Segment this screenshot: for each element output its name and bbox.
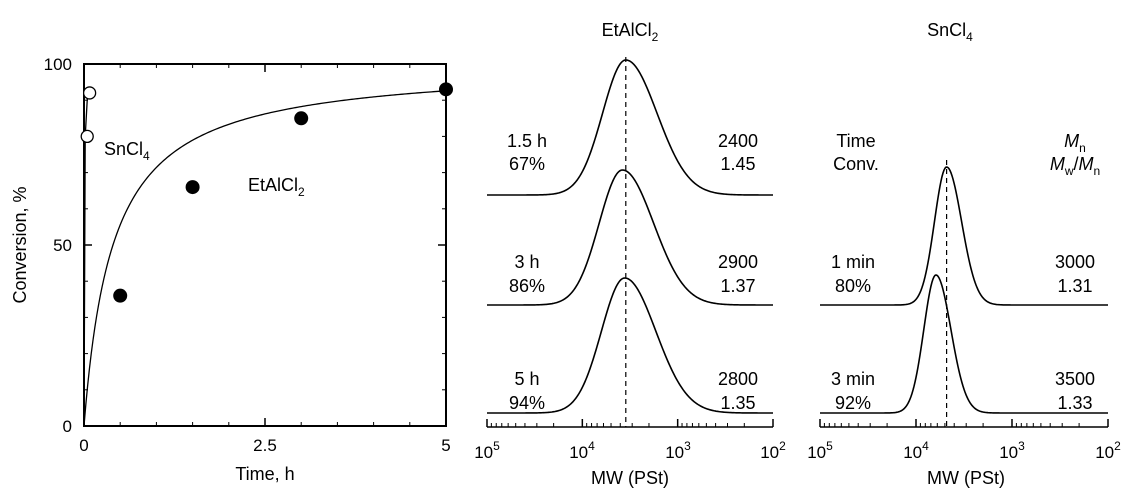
etalcl2-gpc-panel: EtAlCl2 105 104 103 102 MW (PSt) 1.5 h 6… <box>474 20 786 488</box>
panel-title: SnCl4 <box>927 20 973 44</box>
gpc-trace <box>487 277 773 414</box>
etalcl2-label: EtAlCl2 <box>248 175 305 199</box>
mn-value: 3500 <box>1055 369 1095 389</box>
gpc-trace <box>820 166 1108 306</box>
time-label: 1.5 h <box>507 131 547 151</box>
axis-ticks <box>819 419 1109 427</box>
sncl4-label: SnCl4 <box>104 139 150 163</box>
conversion-label: 67% <box>509 154 545 174</box>
axis-ticks <box>83 63 447 427</box>
conversion-time-plot: 0 2.5 5 0 50 100 Time, h Conversion, % S… <box>10 55 453 484</box>
etalcl2-point <box>185 180 200 195</box>
time-label: 3 min <box>831 369 875 389</box>
etalcl2-point <box>439 82 453 97</box>
mn-value: 2400 <box>718 131 758 151</box>
x-axis-title: MW (PSt) <box>927 468 1005 488</box>
axis-ticks <box>486 419 774 427</box>
conversion-label: 94% <box>509 393 545 413</box>
gpc-trace <box>487 59 773 196</box>
dispersity-value: 1.37 <box>720 276 755 296</box>
time-label: 5 h <box>514 369 539 389</box>
gpc-curves <box>487 59 773 414</box>
time-header: Time <box>836 131 875 151</box>
mn-value: 2800 <box>718 369 758 389</box>
panel-title: EtAlCl2 <box>602 20 659 44</box>
x-tick-label: 105 <box>807 439 833 462</box>
sncl4-point <box>80 129 94 144</box>
mn-value: 3000 <box>1055 252 1095 272</box>
y-tick-label: 100 <box>44 55 72 74</box>
x-axis-title: MW (PSt) <box>591 468 669 488</box>
dispersity-value: 1.33 <box>1057 393 1092 413</box>
gpc-trace <box>820 274 1108 414</box>
gpc-trace <box>487 169 773 306</box>
dispersity-header: Mw/Mn <box>1050 154 1100 178</box>
x-tick-label: 104 <box>569 439 595 462</box>
dispersity-value: 1.31 <box>1057 276 1092 296</box>
x-tick-label: 104 <box>903 439 929 462</box>
gpc-curves <box>820 166 1108 414</box>
time-label: 3 h <box>514 252 539 272</box>
y-tick-label: 50 <box>53 236 72 255</box>
conversion-label: 80% <box>835 276 871 296</box>
x-tick-label: 105 <box>474 439 500 462</box>
y-axis-title: Conversion, % <box>10 186 30 303</box>
conv-header: Conv. <box>833 154 879 174</box>
conversion-label: 86% <box>509 276 545 296</box>
mn-value: 2900 <box>718 252 758 272</box>
time-label: 1 min <box>831 252 875 272</box>
fit-curve <box>83 90 447 427</box>
x-axis-title: Time, h <box>235 464 294 484</box>
x-tick-label: 102 <box>1095 439 1121 462</box>
dispersity-value: 1.45 <box>720 154 755 174</box>
x-tick-label: 103 <box>999 439 1025 462</box>
sncl4-point <box>82 86 97 100</box>
x-tick-label: 103 <box>665 439 691 462</box>
plot-frame <box>83 63 447 427</box>
sncl4-gpc-panel: SnCl4 105 104 103 102 MW (PSt) Time Conv… <box>807 20 1121 488</box>
x-tick-label: 2.5 <box>253 436 277 455</box>
dispersity-value: 1.35 <box>720 393 755 413</box>
x-tick-label: 5 <box>441 436 450 455</box>
y-tick-label: 0 <box>63 417 72 436</box>
mn-header: Mn <box>1064 131 1086 155</box>
conversion-label: 92% <box>835 393 871 413</box>
data-points <box>80 82 453 303</box>
etalcl2-point <box>294 111 309 126</box>
x-tick-label: 102 <box>760 439 786 462</box>
x-tick-label: 0 <box>79 436 88 455</box>
etalcl2-point <box>113 288 128 303</box>
